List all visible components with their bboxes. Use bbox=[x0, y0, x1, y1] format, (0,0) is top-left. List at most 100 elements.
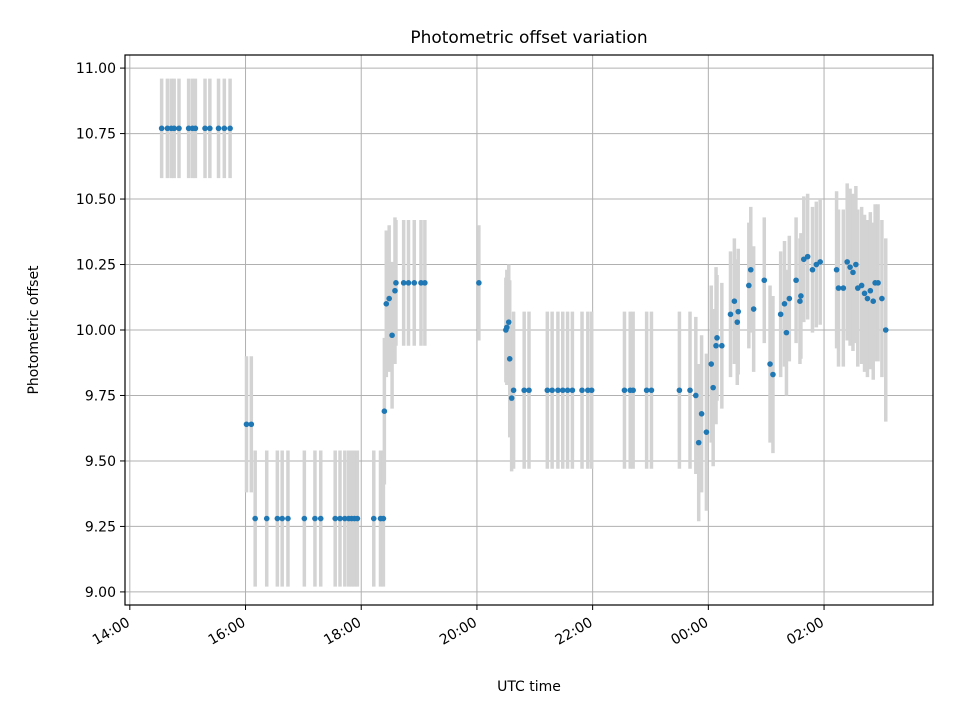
data-point bbox=[695, 439, 702, 446]
data-point bbox=[648, 387, 655, 394]
data-point bbox=[708, 361, 715, 367]
data-point bbox=[719, 342, 725, 349]
y-tick-label: 10.50 bbox=[76, 192, 116, 208]
data-point bbox=[263, 515, 270, 522]
x-tick-label: 14:00 bbox=[90, 615, 133, 649]
data-point bbox=[797, 298, 803, 304]
data-point bbox=[847, 264, 853, 270]
data-point bbox=[588, 387, 595, 394]
data-point bbox=[243, 421, 250, 428]
data-point bbox=[867, 287, 874, 294]
data-point bbox=[422, 280, 428, 286]
data-point bbox=[850, 269, 856, 276]
data-point bbox=[840, 285, 847, 291]
data-point bbox=[585, 387, 591, 394]
data-point bbox=[770, 371, 776, 378]
data-point bbox=[312, 515, 318, 522]
y-tick-label: 9.75 bbox=[85, 388, 116, 404]
data-point bbox=[392, 287, 398, 294]
data-point bbox=[858, 282, 865, 289]
data-point bbox=[861, 290, 868, 297]
data-point bbox=[221, 125, 228, 132]
data-point bbox=[735, 308, 742, 315]
data-point bbox=[835, 285, 842, 291]
data-point bbox=[713, 342, 719, 349]
data-point bbox=[411, 280, 418, 286]
data-point bbox=[559, 387, 566, 394]
data-point bbox=[171, 125, 177, 132]
data-point bbox=[750, 306, 757, 312]
data-point bbox=[804, 253, 811, 260]
data-point bbox=[569, 387, 576, 394]
data-point bbox=[727, 311, 734, 318]
data-point bbox=[380, 515, 387, 522]
error-bars bbox=[159, 78, 888, 587]
data-point bbox=[693, 392, 699, 399]
data-point bbox=[731, 298, 738, 304]
x-tick-label: 20:00 bbox=[437, 615, 480, 649]
data-point bbox=[875, 280, 881, 286]
x-axis-ticks: 14:00 16:00 18:00 20:00 22:00 00:00 02:00 bbox=[90, 605, 827, 649]
data-point bbox=[418, 280, 424, 286]
data-point bbox=[879, 295, 885, 302]
data-point bbox=[710, 384, 716, 391]
data-point bbox=[354, 515, 361, 522]
data-point bbox=[521, 387, 527, 394]
x-tick-label: 16:00 bbox=[206, 615, 249, 649]
x-tick-label: 00:00 bbox=[668, 615, 711, 649]
data-point bbox=[853, 261, 859, 268]
data-point bbox=[777, 311, 784, 318]
data-point bbox=[783, 329, 790, 336]
y-axis-ticks: 9.00 9.25 9.50 9.75 10.00 10.25 10.50 10.75 11.0… bbox=[76, 61, 125, 601]
data-point bbox=[555, 387, 561, 394]
x-tick-label: 02:00 bbox=[784, 615, 827, 649]
data-point bbox=[386, 295, 392, 302]
data-point bbox=[192, 125, 199, 132]
data-point bbox=[301, 515, 308, 522]
data-point bbox=[158, 125, 165, 132]
x-tick-label: 18:00 bbox=[321, 615, 364, 649]
data-point bbox=[508, 395, 515, 401]
data-point bbox=[510, 387, 517, 394]
data-point bbox=[317, 515, 324, 522]
data-point bbox=[185, 125, 192, 132]
data-point bbox=[714, 335, 720, 341]
data-point bbox=[337, 515, 343, 522]
data-point bbox=[761, 277, 768, 284]
y-tick-label: 9.00 bbox=[85, 585, 116, 601]
data-point bbox=[549, 387, 555, 394]
data-point bbox=[285, 515, 291, 522]
data-point bbox=[400, 280, 407, 286]
data-point bbox=[781, 301, 788, 307]
data-point bbox=[817, 259, 823, 265]
data-point bbox=[389, 332, 395, 339]
data-point bbox=[798, 293, 804, 299]
data-point bbox=[747, 266, 754, 273]
data-point bbox=[370, 515, 377, 522]
data-point bbox=[279, 515, 285, 522]
data-point bbox=[505, 319, 512, 325]
data-point bbox=[767, 361, 773, 367]
data-point bbox=[227, 125, 233, 132]
data-point bbox=[734, 319, 741, 325]
y-tick-label: 9.25 bbox=[85, 519, 116, 535]
y-tick-label: 10.75 bbox=[76, 127, 116, 143]
data-point bbox=[252, 515, 258, 522]
data-point bbox=[864, 295, 871, 302]
data-point bbox=[526, 387, 532, 394]
data-point bbox=[786, 295, 793, 302]
data-point bbox=[870, 298, 877, 304]
data-point bbox=[630, 387, 636, 394]
data-point bbox=[676, 387, 683, 394]
data-point bbox=[809, 266, 816, 273]
data-point bbox=[844, 259, 850, 265]
data-point bbox=[504, 324, 510, 331]
data-point bbox=[703, 429, 710, 435]
y-tick-label: 9.50 bbox=[85, 454, 116, 470]
y-axis-label: Photometric offset bbox=[26, 265, 42, 395]
data-point bbox=[506, 356, 513, 362]
data-point bbox=[746, 282, 752, 289]
y-tick-label: 11.00 bbox=[76, 61, 116, 77]
data-point bbox=[793, 277, 799, 284]
